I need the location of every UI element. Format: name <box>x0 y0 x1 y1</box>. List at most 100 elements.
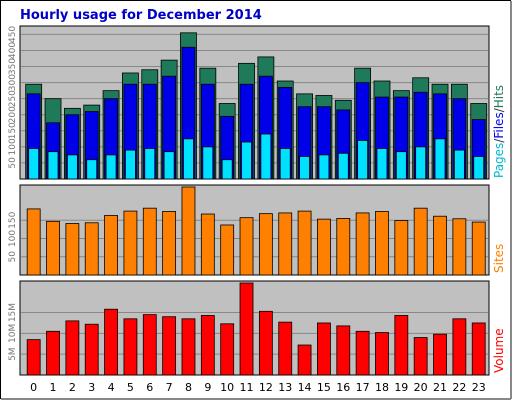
bottom-panel-gridlines <box>21 312 488 355</box>
bar-volume-hour-22 <box>452 318 467 376</box>
bar-sites-hour-15 <box>317 218 331 276</box>
x-tick-label: 15 <box>317 381 331 394</box>
bar-pages-hour-5 <box>125 149 136 180</box>
bar-pages-hour-20 <box>415 146 427 180</box>
y-tick-label: 100 <box>8 138 18 155</box>
x-tick-label: 4 <box>108 381 115 394</box>
bar-volume-hour-23 <box>471 322 486 376</box>
x-tick-label: 22 <box>452 381 466 394</box>
legend-separator-2: / <box>492 107 506 112</box>
x-tick-label: 7 <box>166 381 173 394</box>
x-tick-label: 17 <box>356 381 370 394</box>
bar-pages-hour-10 <box>221 159 233 180</box>
bar-sites-hour-12 <box>258 213 273 276</box>
bar-sites-hour-23 <box>471 221 486 276</box>
x-tick-label: 11 <box>240 381 254 394</box>
x-tick-label: 23 <box>472 381 486 394</box>
bar-volume-hour-17 <box>355 330 370 376</box>
bar-sites-hour-4 <box>104 215 118 276</box>
bar-sites-hour-3 <box>84 222 99 276</box>
bar-volume-hour-14 <box>297 344 312 376</box>
bar-volume-hour-16 <box>336 325 351 376</box>
legend-volume: Volume <box>492 328 506 373</box>
bar-volume-hour-6 <box>142 314 157 376</box>
x-tick-label: 13 <box>278 381 292 394</box>
bar-sites-hour-18 <box>375 211 389 276</box>
bar-pages-hour-18 <box>376 148 388 180</box>
bar-volume-hour-3 <box>84 323 99 376</box>
y-tick-label: 100 <box>8 230 18 247</box>
bar-pages-hour-3 <box>86 159 98 180</box>
bar-pages-hour-16 <box>337 152 349 180</box>
y-tick-label: 450 <box>8 26 18 43</box>
middle-panel-gridlines <box>21 219 488 258</box>
y-tick-label: 300 <box>8 74 18 91</box>
bar-sites-hour-20 <box>413 207 428 276</box>
bar-sites-hour-9 <box>200 213 215 276</box>
bar-sites-hour-14 <box>297 210 312 276</box>
bar-pages-hour-4 <box>105 154 117 180</box>
bar-pages-hour-1 <box>47 151 59 180</box>
y-tick-label: 50 <box>8 251 18 263</box>
bar-sites-hour-16 <box>336 218 351 276</box>
bar-pages-hour-15 <box>318 154 330 180</box>
bar-sites-hour-5 <box>123 210 138 276</box>
bar-sites-hour-7 <box>162 211 177 276</box>
x-tick-label: 18 <box>375 381 389 394</box>
bar-sites-hour-21 <box>433 215 447 276</box>
bar-volume-hour-12 <box>258 310 273 376</box>
bar-sites-hour-8 <box>181 186 196 276</box>
bar-volume-hour-0 <box>26 339 41 376</box>
bar-pages-hour-13 <box>279 148 291 180</box>
bar-volume-hour-2 <box>65 320 80 376</box>
bar-sites-hour-19 <box>394 220 409 276</box>
bar-volume-hour-4 <box>104 308 118 376</box>
bar-volume-hour-15 <box>317 322 331 376</box>
sites-bars <box>26 186 486 276</box>
x-tick-label: 0 <box>30 381 37 394</box>
x-tick-label: 9 <box>204 381 211 394</box>
bar-volume-hour-1 <box>46 330 60 376</box>
bar-pages-hour-8 <box>183 138 194 180</box>
legend-hits: Hits <box>492 85 506 108</box>
y-tick-label: 50 <box>8 157 18 169</box>
bar-pages-hour-6 <box>144 148 156 180</box>
y-tick-label: 15M <box>8 303 18 322</box>
bar-pages-hour-2 <box>66 154 78 180</box>
bar-sites-hour-1 <box>46 220 60 276</box>
y-tick-label: 150 <box>8 122 18 139</box>
y-tick-label: 200 <box>8 106 18 123</box>
bar-volume-hour-20 <box>413 337 428 376</box>
bar-pages-hour-11 <box>241 141 252 180</box>
bar-pages-hour-23 <box>473 156 485 180</box>
legend-files: Files <box>492 112 506 138</box>
bar-sites-hour-2 <box>65 223 80 276</box>
y-tick-label: 350 <box>8 58 18 75</box>
legend-pages: Pages <box>492 143 506 178</box>
bar-volume-hour-19 <box>394 315 409 376</box>
x-tick-label: 3 <box>88 381 95 394</box>
x-tick-label: 8 <box>185 381 192 394</box>
bar-volume-hour-10 <box>220 323 235 376</box>
y-tick-label: 150 <box>8 211 18 228</box>
x-tick-label: 1 <box>50 381 57 394</box>
x-tick-label: 10 <box>220 381 234 394</box>
x-tick-label: 14 <box>298 381 312 394</box>
bar-pages-hour-7 <box>163 151 175 180</box>
legend-hits-files-pages: Pages/Files/Hits <box>492 85 506 178</box>
bar-pages-hour-19 <box>395 151 407 180</box>
bar-volume-hour-9 <box>200 315 215 376</box>
legend-separator-1: / <box>492 138 506 143</box>
y-tick-label: 5M <box>8 347 18 361</box>
bar-pages-hour-0 <box>28 148 40 180</box>
x-tick-label: 6 <box>146 381 153 394</box>
chart-title: Hourly usage for December 2014 <box>20 8 262 23</box>
x-tick-label: 16 <box>336 381 350 394</box>
bar-sites-hour-13 <box>278 212 293 276</box>
bar-volume-hour-21 <box>433 333 447 376</box>
legend-sites: Sites <box>492 244 506 273</box>
axis-tick-labels: 50100150200250300350400450501001505M10M1… <box>8 26 486 394</box>
bar-volume-hour-7 <box>162 316 177 376</box>
bar-pages-hour-14 <box>299 156 310 180</box>
